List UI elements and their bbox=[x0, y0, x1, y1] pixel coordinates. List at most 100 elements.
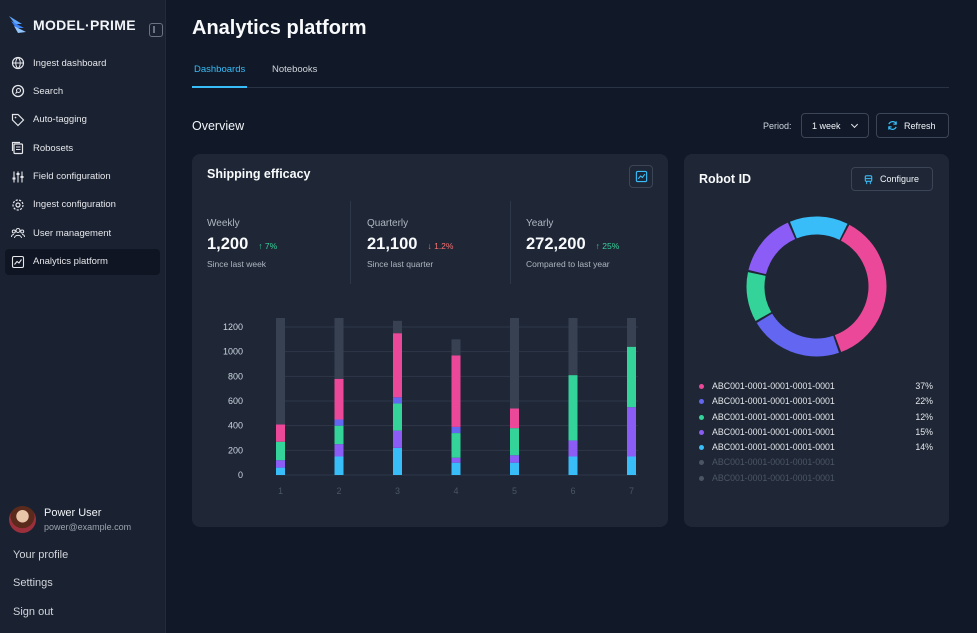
sidebar-item-search[interactable]: Search bbox=[5, 78, 160, 104]
arrow-up-icon: ↑ bbox=[258, 241, 265, 251]
page-title: Analytics platform bbox=[192, 17, 367, 39]
x-tick-label: 6 bbox=[570, 486, 575, 496]
avatar bbox=[9, 506, 36, 533]
sidebar-item-user-management[interactable]: User management bbox=[5, 220, 160, 246]
search-icon bbox=[11, 84, 25, 98]
bar-segment bbox=[276, 441, 285, 461]
sidebar-nav: Ingest dashboard Search Auto-tagging Rob… bbox=[5, 50, 160, 277]
bar-segment bbox=[627, 407, 636, 457]
bar-segment bbox=[568, 375, 578, 441]
stat-delta-value: 1.2% bbox=[434, 241, 454, 251]
legend-item: ABC001-0001-0001-0001-0001 12% bbox=[699, 412, 933, 427]
bar-segment bbox=[568, 440, 578, 457]
legend-color-dot bbox=[699, 460, 704, 466]
sidebar-item-auto-tagging[interactable]: Auto-tagging bbox=[5, 107, 160, 133]
x-tick-label: 1 bbox=[278, 486, 283, 496]
bar-segment bbox=[568, 456, 578, 475]
bar-segment bbox=[334, 444, 344, 457]
bar-segment bbox=[393, 403, 402, 431]
sidebar-item-label: Auto-tagging bbox=[33, 114, 87, 126]
bar-segment bbox=[627, 456, 636, 475]
chart-view-button[interactable] bbox=[629, 165, 653, 188]
y-tick-label: 600 bbox=[228, 396, 243, 406]
user-email: power@example.com bbox=[44, 522, 132, 532]
chart-icon bbox=[11, 255, 25, 269]
collapse-sidebar-icon[interactable] bbox=[149, 23, 163, 37]
card-title: Shipping efficacy bbox=[207, 167, 311, 181]
bar-segment bbox=[451, 433, 461, 458]
settings-link[interactable]: Settings bbox=[13, 577, 53, 589]
refresh-button[interactable]: Refresh bbox=[876, 113, 949, 138]
bar-segment bbox=[393, 320, 402, 334]
tab-notebooks[interactable]: Notebooks bbox=[272, 64, 318, 75]
stat-label: Weekly bbox=[207, 218, 240, 229]
overview-title: Overview bbox=[192, 119, 245, 133]
donut-slice bbox=[746, 216, 887, 357]
sidebar-item-robosets[interactable]: Robosets bbox=[5, 135, 160, 161]
shipping-efficacy-card: Shipping efficacy Weekly 1,200 ↑ 7% Sinc… bbox=[192, 154, 668, 527]
tag-icon bbox=[11, 113, 25, 127]
bar-segment bbox=[451, 339, 461, 356]
bar-segment bbox=[510, 455, 519, 463]
brand-logo[interactable]: MODEL·PRIME bbox=[8, 14, 136, 36]
y-tick-label: 1200 bbox=[223, 322, 243, 332]
bar-segment bbox=[393, 447, 402, 475]
legend-percent: 37% bbox=[915, 381, 933, 391]
bar-segment bbox=[393, 397, 402, 404]
donut-slice bbox=[746, 216, 887, 357]
configure-button[interactable]: Configure bbox=[851, 167, 933, 191]
stat-quarterly: Quarterly 21,100 ↓ 1.2% Since last quart… bbox=[367, 218, 453, 269]
bar-segment bbox=[627, 346, 636, 408]
bar-segment bbox=[510, 428, 519, 456]
sidebar-item-analytics-platform[interactable]: Analytics platform bbox=[5, 248, 160, 275]
users-icon bbox=[11, 226, 25, 240]
legend-item: ABC001-0001-0001-0001-0001 15% bbox=[699, 427, 933, 442]
period-select[interactable]: 1 week bbox=[801, 113, 869, 138]
sidebar-item-ingest-dashboard[interactable]: Ingest dashboard bbox=[5, 50, 160, 76]
user-profile[interactable]: Power User power@example.com bbox=[9, 506, 131, 533]
your-profile-link[interactable]: Your profile bbox=[13, 549, 69, 561]
stat-value: 272,200 bbox=[526, 235, 586, 253]
bar-segment bbox=[451, 426, 461, 434]
bar-segment bbox=[334, 456, 344, 475]
robot-legend: ABC001-0001-0001-0001-0001 37% ABC001-0001… bbox=[699, 381, 933, 488]
stat-label: Quarterly bbox=[367, 218, 409, 229]
gear-icon bbox=[11, 198, 25, 212]
x-tick-label: 4 bbox=[453, 486, 458, 496]
bar-segment bbox=[276, 318, 285, 425]
sidebar-item-label: Analytics platform bbox=[33, 256, 108, 268]
legend-item: ABC001-0001-0001-0001-0001 bbox=[699, 473, 933, 488]
bar-segment bbox=[451, 462, 461, 475]
bar-segment bbox=[393, 430, 402, 448]
x-tick-label: 5 bbox=[512, 486, 517, 496]
sign-out-link[interactable]: Sign out bbox=[13, 606, 54, 618]
legend-label: ABC001-0001-0001-0001-0001 bbox=[712, 457, 835, 468]
refresh-icon bbox=[888, 121, 897, 130]
legend-color-dot bbox=[699, 429, 704, 435]
bar-segment bbox=[393, 333, 402, 398]
stat-delta: ↑ 7% bbox=[258, 241, 277, 251]
legend-percent: 15% bbox=[915, 426, 933, 437]
legend-percent: 12% bbox=[915, 411, 933, 422]
bar-segment bbox=[334, 425, 344, 445]
stat-label: Yearly bbox=[526, 218, 554, 229]
donut-slices bbox=[746, 216, 887, 357]
bar-segment bbox=[627, 318, 636, 347]
sidebar-item-label: Ingest dashboard bbox=[33, 57, 107, 69]
legend-color-dot bbox=[699, 475, 704, 481]
stack-icon bbox=[11, 141, 25, 155]
legend-label: ABC001-0001-0001-0001-0001 bbox=[712, 472, 835, 483]
tab-dashboards[interactable]: Dashboards bbox=[192, 64, 248, 88]
stat-sub: Since last week bbox=[207, 259, 267, 269]
x-tick-label: 7 bbox=[629, 486, 634, 496]
sidebar-item-ingest-configuration[interactable]: Ingest configuration bbox=[5, 192, 160, 218]
bar-segment bbox=[334, 318, 344, 379]
sliders-icon bbox=[11, 170, 25, 184]
legend-percent: 14% bbox=[915, 442, 933, 453]
sidebar-item-field-configuration[interactable]: Field configuration bbox=[5, 164, 160, 190]
donut-slice bbox=[746, 216, 887, 357]
tab-bar: Dashboards Notebooks bbox=[192, 62, 949, 88]
stat-yearly: Yearly 272,200 ↑ 25% Compared to last ye… bbox=[526, 218, 619, 269]
legend-label: ABC001-0001-0001-0001-0001 bbox=[712, 442, 835, 453]
legend-color-dot bbox=[699, 384, 704, 389]
